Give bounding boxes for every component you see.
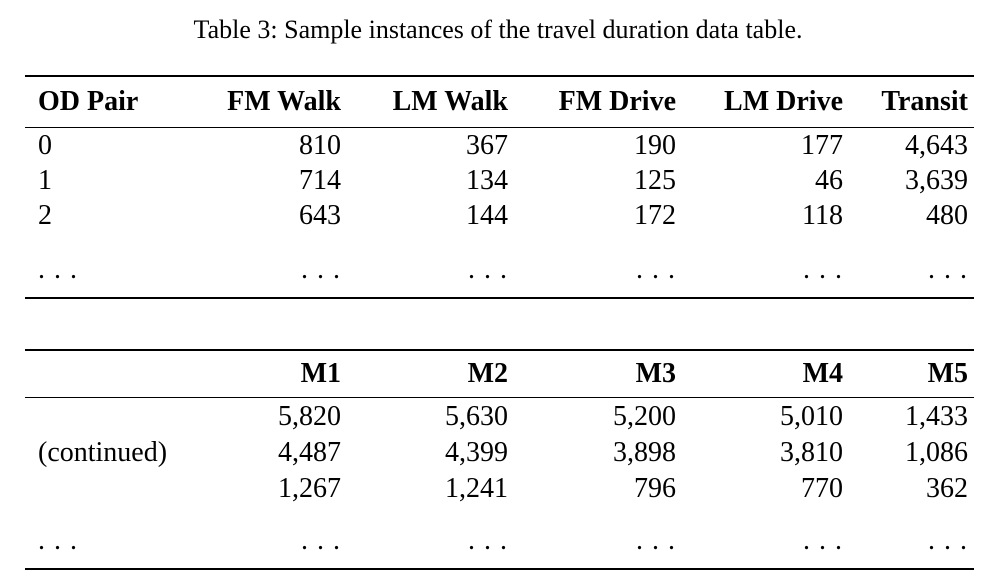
table-row: 2 643 144 172 118 480: [25, 198, 974, 233]
column-header: M3: [635, 358, 676, 389]
table-cell: 4,487: [278, 437, 341, 468]
table-cell: 144: [466, 200, 508, 231]
table-cell: 367: [466, 130, 508, 161]
table-cell: 1,241: [445, 473, 508, 504]
table-row: (continued) 4,487 4,399 3,898 3,810 1,086: [25, 434, 974, 470]
table-row: 5,820 5,630 5,200 5,010 1,433: [25, 398, 974, 435]
table-cell: 177: [801, 130, 843, 161]
table-cell: 125: [634, 165, 676, 196]
table-cell: 770: [801, 473, 843, 504]
table-cell: [25, 470, 195, 506]
table-cell: 46: [815, 165, 843, 196]
column-header: FM Drive: [558, 86, 676, 117]
table-cell: . . .: [301, 254, 341, 285]
column-header: M4: [802, 358, 843, 389]
table-cell: 3,898: [613, 437, 676, 468]
table-cell: 810: [299, 130, 341, 161]
table-cell: 3,810: [780, 437, 843, 468]
table-cell: 480: [926, 200, 968, 231]
table-cell: 2: [38, 200, 52, 231]
table-cell: . . .: [38, 254, 78, 285]
column-header: M2: [467, 358, 508, 389]
table-cell: 3,639: [905, 165, 968, 196]
table-caption: Table 3: Sample instances of the travel …: [193, 15, 803, 44]
table-row: . . . . . . . . . . . . . . . . . .: [25, 233, 974, 298]
table-cell: 714: [299, 165, 341, 196]
table-cell: 796: [634, 473, 676, 504]
table-row: 1 714 134 125 46 3,639: [25, 163, 974, 198]
column-header: FM Walk: [227, 86, 341, 117]
table-cell: . . .: [803, 254, 843, 285]
column-header: Transit: [881, 86, 968, 117]
column-header: [25, 350, 195, 398]
table-body: 5,820 5,630 5,200 5,010 1,433 (continued) 4,48…: [25, 398, 974, 570]
column-header: M1: [300, 358, 341, 389]
table-cell: 1,086: [905, 437, 968, 468]
column-header: LM Drive: [724, 86, 843, 117]
table-cell: . . .: [301, 525, 341, 556]
table-cell: 1,267: [278, 473, 341, 504]
table-cell: 4,643: [905, 130, 968, 161]
column-header: LM Walk: [392, 86, 508, 117]
table-row: 1,267 1,241 796 770 362: [25, 470, 974, 506]
table-cell: . . .: [38, 525, 78, 556]
table-cell: [25, 398, 195, 435]
table-header: M1 M2 M3 M4 M5: [25, 350, 974, 398]
table-cell: 5,200: [613, 401, 676, 432]
table-header: OD Pair FM Walk LM Walk FM Drive LM Drive Tra…: [25, 76, 974, 128]
table-cell: 118: [802, 200, 843, 231]
table-cell: 134: [466, 165, 508, 196]
travel-duration-table-continued: M1 M2 M3 M4 M5 5,820 5,630 5,200 5,010 1,433 (con…: [25, 349, 974, 570]
table-row: 0 810 367 190 177 4,643: [25, 128, 974, 164]
table-row: . . . . . . . . . . . . . . . . . .: [25, 506, 974, 569]
table-cell: 1: [38, 165, 52, 196]
table-cell: 5,820: [278, 401, 341, 432]
table-cell: 643: [299, 200, 341, 231]
table-cell: 362: [926, 473, 968, 504]
header-row: M1 M2 M3 M4 M5: [25, 350, 974, 398]
table-cell: . . .: [803, 525, 843, 556]
header-row: OD Pair FM Walk LM Walk FM Drive LM Drive Tra…: [25, 76, 974, 128]
table-body: 0 810 367 190 177 4,643 1 714 134 125 46 3,639 2 643 1…: [25, 128, 974, 299]
table-cell: . . .: [636, 254, 676, 285]
table-cell: 190: [634, 130, 676, 161]
table-cell: . . .: [928, 254, 968, 285]
travel-duration-table-top: OD Pair FM Walk LM Walk FM Drive LM Drive Tra…: [25, 75, 974, 299]
table-cell: (continued): [38, 437, 168, 468]
table-cell: 4,399: [445, 437, 508, 468]
table-cell: . . .: [468, 525, 508, 556]
table-cell: . . .: [468, 254, 508, 285]
column-header: OD Pair: [38, 86, 139, 117]
table-cell: 172: [634, 200, 676, 231]
table-cell: . . .: [636, 525, 676, 556]
table-cell: 5,630: [445, 401, 508, 432]
column-header: M5: [927, 358, 968, 389]
table-cell: . . .: [928, 525, 968, 556]
table-cell: 5,010: [780, 401, 843, 432]
table-cell: 1,433: [905, 401, 968, 432]
table-cell: 0: [38, 130, 52, 161]
